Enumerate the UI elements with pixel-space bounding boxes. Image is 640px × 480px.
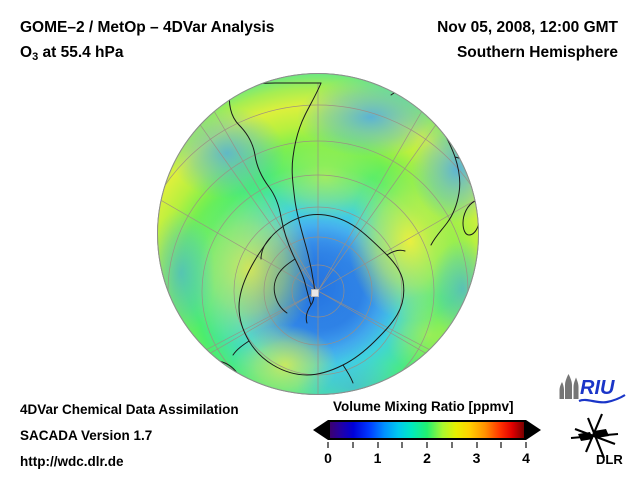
globe-disc [157,73,479,395]
ozone-field-plot [157,73,479,395]
colorbar [313,420,541,442]
dlr-mark-icon [570,413,619,459]
colorbar-title: Volume Mixing Ratio [ppmv] [333,399,514,414]
pressure-level: at 55.4 hPa [38,44,124,61]
colorbar-tick-label: 4 [522,450,530,466]
colorbar-tick [351,442,354,448]
colorbar-tick [401,442,404,448]
datetime-label: Nov 05, 2008, 12:00 GMT [437,19,618,36]
colorbar-extend-max-icon [526,420,541,440]
dlr-wordmark: DLR [596,452,623,466]
colorbar-tick [450,442,453,448]
colorbar-tick [376,442,379,448]
species-subscript: 3 [32,51,39,63]
colorbar-ticks [327,442,527,448]
colorbar-tick-label: 0 [324,450,332,466]
colorbar-tick [500,442,503,448]
footer-line-version: SACADA Version 1.7 [20,428,153,443]
footer-line-method: 4DVar Chemical Data Assimilation [20,402,239,417]
colorbar-tick-label: 3 [472,450,481,466]
region-label: Southern Hemisphere [456,44,618,61]
colorbar-tick-label: 2 [423,450,431,466]
page-title: GOME–2 / MetOp – 4DVar Analysis [20,19,275,36]
south-pole-marker [311,289,319,297]
species-symbol: O [20,44,33,61]
riu-wordmark: RIU [580,377,615,399]
colorbar-tick-labels: 0 1 2 3 4 [324,450,530,468]
footer-line-url[interactable]: http://wdc.dlr.de [20,454,124,469]
colorbar-tick [525,442,527,448]
colorbar-tick [426,442,428,448]
dlr-logo: DLR [566,412,624,467]
graticule [157,83,479,395]
species-level-label: O3 at 55.4 hPa [20,44,123,63]
colorbar-extend-min-icon [313,420,328,440]
riu-swoosh-icon [578,394,626,404]
colorbar-tick-label: 1 [373,450,382,466]
colorbar-tick [327,442,329,448]
globe-map [157,73,479,395]
riu-towers-icon [559,374,579,399]
colorbar-tick [475,442,478,448]
colorbar-gradient [328,420,526,440]
riu-logo: RIU [559,373,629,405]
